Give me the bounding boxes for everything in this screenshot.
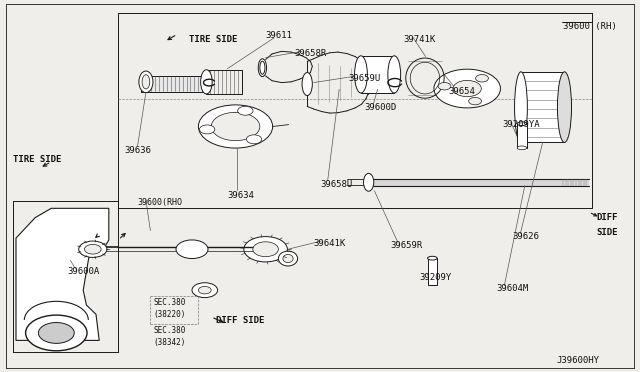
Text: 39658R: 39658R [294, 49, 326, 58]
Text: 39741K: 39741K [403, 35, 435, 44]
Circle shape [438, 83, 451, 90]
Circle shape [434, 69, 500, 108]
Ellipse shape [278, 251, 298, 266]
Circle shape [200, 125, 215, 134]
Ellipse shape [201, 70, 212, 94]
Bar [141, 76, 205, 92]
Text: 39659U: 39659U [349, 74, 381, 83]
Text: DIFF: DIFF [596, 213, 618, 222]
Ellipse shape [302, 73, 312, 96]
Ellipse shape [139, 71, 153, 93]
Bar [361, 56, 394, 93]
Circle shape [253, 242, 278, 257]
Circle shape [237, 106, 253, 115]
Text: 39209Y: 39209Y [419, 273, 451, 282]
Ellipse shape [517, 146, 527, 150]
Text: (38342): (38342) [154, 338, 186, 347]
Text: SEC.380: SEC.380 [154, 326, 186, 335]
Circle shape [176, 240, 208, 259]
Text: TIRE SIDE: TIRE SIDE [189, 35, 237, 44]
Circle shape [244, 237, 287, 262]
Bar [521, 72, 564, 142]
Bar [206, 70, 241, 94]
Ellipse shape [258, 59, 267, 77]
Ellipse shape [142, 75, 150, 89]
Text: 39600D: 39600D [365, 103, 397, 112]
Circle shape [468, 97, 481, 105]
Circle shape [26, 315, 87, 351]
Ellipse shape [364, 173, 374, 191]
Ellipse shape [517, 122, 527, 126]
Text: (38220): (38220) [154, 310, 186, 319]
Text: 39611: 39611 [266, 31, 292, 40]
Circle shape [38, 323, 74, 343]
Ellipse shape [428, 256, 437, 260]
Circle shape [192, 283, 218, 298]
Text: 39658U: 39658U [320, 180, 352, 189]
Ellipse shape [388, 56, 401, 93]
Circle shape [453, 80, 481, 97]
Bar [428, 258, 437, 285]
Text: 39600(RHO: 39600(RHO [138, 198, 182, 207]
Ellipse shape [283, 254, 293, 263]
Text: 39209YA: 39209YA [502, 120, 540, 129]
Text: 39626: 39626 [512, 232, 539, 241]
Circle shape [198, 286, 211, 294]
Text: SIDE: SIDE [596, 228, 618, 237]
Text: 39659R: 39659R [390, 241, 422, 250]
Text: J39600HY: J39600HY [557, 356, 600, 365]
Ellipse shape [557, 72, 572, 142]
Polygon shape [16, 208, 109, 340]
Text: 39634: 39634 [227, 191, 254, 200]
Text: 39641K: 39641K [314, 239, 346, 248]
Text: 39600 (RH): 39600 (RH) [563, 22, 617, 31]
Circle shape [246, 135, 262, 144]
Text: DIFF SIDE: DIFF SIDE [216, 316, 265, 325]
Bar [517, 124, 527, 148]
Ellipse shape [260, 61, 265, 74]
Circle shape [79, 241, 107, 257]
Text: 39636: 39636 [125, 146, 152, 155]
Circle shape [211, 112, 260, 141]
Circle shape [84, 244, 101, 254]
Ellipse shape [515, 72, 527, 142]
Text: SEC.380: SEC.380 [154, 298, 186, 307]
Circle shape [476, 74, 488, 82]
Bar [368, 179, 589, 186]
Text: 39654: 39654 [448, 87, 475, 96]
Ellipse shape [355, 56, 367, 93]
Text: 39600A: 39600A [67, 267, 99, 276]
Text: 39604M: 39604M [496, 284, 528, 293]
Circle shape [198, 105, 273, 148]
Text: TIRE SIDE: TIRE SIDE [13, 155, 61, 164]
